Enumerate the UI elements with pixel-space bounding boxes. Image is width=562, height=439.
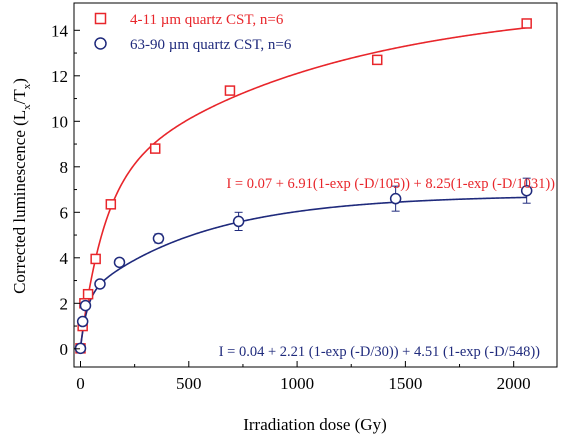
data-point-square xyxy=(149,143,161,154)
x-axis-label: Irradiation dose (Gy) xyxy=(243,415,387,434)
data-point-square xyxy=(82,288,94,300)
data-point-circle xyxy=(520,184,533,197)
y-tick-label: 14 xyxy=(51,21,69,40)
y-tick-label: 2 xyxy=(60,294,69,313)
legend-label-0: 4-11 µm quartz CST, n=6 xyxy=(130,12,284,28)
fit-curve-1 xyxy=(79,196,527,348)
fit-curve-0 xyxy=(79,26,527,348)
data-point-square xyxy=(371,54,383,66)
plot-frame xyxy=(73,2,558,368)
x-tick-label: 2000 xyxy=(497,374,531,393)
x-tick-label: 0 xyxy=(76,374,85,393)
y-tick-label: 0 xyxy=(60,340,69,359)
legend-marker-circle xyxy=(94,37,107,50)
x-tick-label: 1500 xyxy=(388,374,422,393)
data-point-circle xyxy=(79,299,92,312)
data-point-square xyxy=(90,253,101,265)
legend-label-1: 63-90 µm quartz CST, n=6 xyxy=(130,37,292,53)
y-axis-label: Corrected luminescence (Lx/Tx) xyxy=(10,78,33,294)
y-tick-label: 6 xyxy=(60,203,69,222)
data-point-square xyxy=(521,18,532,29)
data-point-square xyxy=(105,199,117,210)
y-tick-label: 10 xyxy=(51,112,68,131)
data-point-circle xyxy=(389,192,402,205)
x-tick-label: 500 xyxy=(176,374,202,393)
x-tick-label: 1000 xyxy=(280,374,314,393)
data-point-circle xyxy=(113,256,126,269)
fit-label-red: I = 0.07 + 6.91(1-exp (-D/105)) + 8.25(1… xyxy=(226,176,555,192)
data-point-circle xyxy=(94,278,106,290)
data-point-circle xyxy=(152,232,165,245)
data-point-square xyxy=(224,85,236,96)
y-tick-label: 12 xyxy=(51,67,68,86)
data-point-circle xyxy=(76,315,89,328)
data-point-circle xyxy=(232,215,245,228)
legend: 4-11 µm quartz CST, n=6 63-90 µm quartz C… xyxy=(94,12,292,53)
y-tick-label: 4 xyxy=(60,249,69,268)
fit-label-blue: I = 0.04 + 2.21 (1-exp (-D/30)) + 4.51 (… xyxy=(219,344,540,360)
y-tick-label: 8 xyxy=(60,158,69,177)
legend-marker-square xyxy=(94,12,107,25)
